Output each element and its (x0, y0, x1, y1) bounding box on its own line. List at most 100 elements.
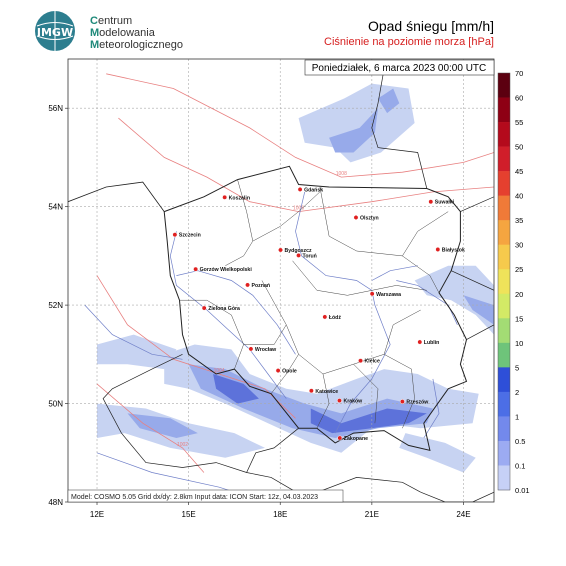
city-marker: Gorzów Wielkopolski (193, 266, 252, 273)
isobar-label: 1002 (177, 442, 188, 448)
city-marker: Kielce (358, 358, 380, 365)
province-border (243, 324, 287, 345)
legend-swatch (498, 293, 510, 319)
legend-label: 30 (515, 241, 523, 250)
legend-label: 0.5 (515, 437, 525, 446)
legend-swatch (498, 171, 510, 196)
legend-swatch (498, 97, 510, 123)
city-dot (222, 194, 228, 200)
city-marker: Zakopane (337, 435, 368, 442)
map-subtitle: Ciśnienie na poziomie morza [hPa] (324, 36, 494, 48)
city-dot (417, 339, 423, 345)
legend-label: 15 (515, 314, 523, 323)
country-border (371, 68, 428, 189)
lon-tick-label: 21E (365, 510, 379, 519)
city-dot (399, 399, 405, 405)
legend-label: 0.01 (515, 486, 530, 495)
legend-swatch (498, 269, 510, 295)
country-border (460, 196, 494, 212)
city-label: Koszalin (229, 195, 250, 201)
isobar-line (106, 73, 494, 178)
province-border (179, 299, 244, 370)
snowfall-area (310, 408, 427, 434)
city-dot (248, 346, 254, 352)
legend-label: 70 (515, 69, 523, 78)
snowfall-area (399, 433, 476, 473)
city-marker: Koszalin (222, 194, 250, 201)
city-marker: Bydgoszcz (278, 247, 312, 254)
country-border (451, 270, 494, 291)
city-dot (435, 247, 441, 252)
city-label: Warszawa (376, 292, 401, 298)
city-label: Łódź (329, 315, 342, 321)
legend-label: 2 (515, 388, 519, 397)
city-label: Olsztyn (360, 215, 379, 221)
legend-swatch (498, 342, 510, 368)
legend-swatch (498, 122, 510, 147)
isobar-line (118, 117, 494, 213)
river-line (84, 304, 183, 360)
city-marker: Białystok (435, 247, 465, 253)
coastline (68, 181, 165, 212)
legend-swatch (498, 73, 510, 98)
snowfall-area (97, 334, 177, 370)
forecast-date: Poniedziałek, 6 marca 2023 00:00 UTC (312, 63, 487, 74)
legend-label: 60 (515, 94, 523, 103)
city-dot (308, 388, 314, 394)
snowfall-area (213, 374, 259, 404)
province-border (292, 260, 427, 296)
map-title: Opad śniegu [mm/h] (367, 18, 494, 34)
country-border (163, 165, 468, 451)
legend-label: 5 (515, 363, 519, 372)
country-border (420, 491, 494, 502)
snowfall-area (378, 88, 400, 114)
province-border (353, 364, 379, 424)
city-marker: Lublin (417, 339, 440, 346)
city-marker: Katowice (308, 388, 338, 395)
city-marker: Suwałki (428, 199, 455, 206)
city-label: Poznań (252, 283, 270, 289)
legend-label: 35 (515, 216, 523, 225)
river-line (371, 265, 418, 281)
province-border (402, 255, 440, 293)
imgw-logo: IMGW (35, 11, 75, 51)
snowfall-area (414, 265, 494, 335)
city-label: Wrocław (255, 347, 277, 353)
city-marker: Łódź (322, 314, 342, 321)
legend-swatch (498, 195, 510, 221)
province-border (252, 191, 321, 242)
snowfall-area (329, 108, 378, 153)
province-border (270, 354, 299, 394)
legend-label: 45 (515, 167, 523, 176)
organization-name: Centrum Modelowania Meteorologicznego (90, 15, 183, 51)
city-dot (296, 252, 302, 258)
city-dot (369, 291, 375, 297)
lon-tick-label: 12E (90, 510, 104, 519)
city-marker: Poznań (245, 282, 270, 289)
legend-swatch (498, 146, 510, 172)
snowfall-area (127, 413, 198, 438)
city-marker: Olsztyn (353, 215, 379, 221)
isobar-line (96, 383, 205, 473)
legend-label: 0.1 (515, 461, 525, 470)
city-dot (193, 266, 199, 272)
legend-swatch (498, 391, 510, 417)
city-marker: Rzeszów (399, 399, 429, 406)
city-label: Szczecin (179, 233, 201, 239)
city-label: Kielce (365, 359, 380, 365)
city-dot (278, 247, 283, 253)
legend-swatch (498, 244, 510, 270)
city-marker: Warszawa (369, 291, 401, 298)
legend-label: 20 (515, 290, 523, 299)
city-marker: Opole (275, 368, 297, 375)
city-label: Zielona Góra (208, 306, 240, 312)
lat-tick-label: 54N (48, 203, 63, 212)
city-marker: Gdańsk (297, 186, 323, 193)
lat-tick-label: 48N (48, 498, 63, 507)
legend-label: 10 (515, 339, 523, 348)
city-label: Gdańsk (304, 187, 323, 193)
city-marker: Szczecin (172, 232, 201, 239)
legend-label: 50 (515, 143, 523, 152)
city-label: Lublin (424, 340, 440, 346)
